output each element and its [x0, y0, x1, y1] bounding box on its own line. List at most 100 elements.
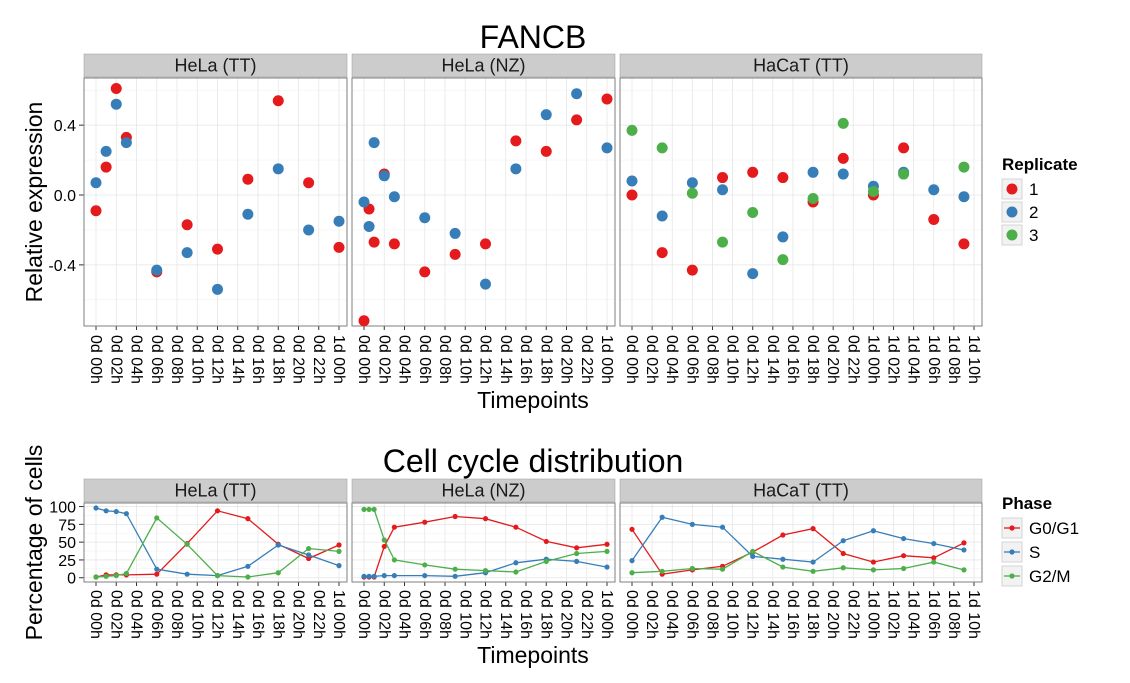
data-point [419, 266, 431, 278]
data-point [601, 142, 613, 154]
x-tick-label: 0d 16h [517, 590, 534, 639]
y-axis-label: Percentage of cells [21, 445, 47, 641]
data-point [245, 516, 251, 522]
data-point [626, 189, 638, 201]
x-tick-label: 0d 16h [517, 335, 534, 384]
data-point [540, 145, 552, 157]
x-tick-label: 0d 18h [537, 335, 554, 384]
x-tick-label: 0d 20h [290, 335, 307, 384]
data-point [422, 519, 428, 525]
data-point [747, 268, 759, 280]
panel-border [351, 502, 616, 583]
x-tick-label: 0d 22h [844, 590, 861, 639]
data-point [931, 559, 937, 565]
x-tick-label: 0d 20h [824, 335, 841, 384]
data-point [358, 315, 370, 327]
data-point [777, 231, 789, 243]
data-point [629, 526, 635, 532]
y-tick-label: 0 [67, 571, 76, 588]
y-tick-label: 0.0 [54, 188, 76, 205]
x-tick-label: 0d 06h [148, 335, 165, 384]
x-tick-label: 0d 06h [416, 590, 433, 639]
data-point [419, 212, 431, 224]
data-point [336, 563, 342, 569]
x-tick-label: 0d 18h [269, 335, 286, 384]
x-tick-label: 1d 04h [905, 590, 922, 639]
data-point [242, 208, 254, 220]
x-tick-label: 0d 14h [497, 590, 514, 639]
data-point [336, 548, 342, 554]
y-tick-label: 100 [49, 500, 76, 517]
legend-title: Phase [1002, 494, 1052, 513]
x-tick-label: 0d 00h [623, 590, 640, 639]
facet-strip [83, 53, 348, 78]
x-tick-label: 0d 00h [87, 335, 104, 384]
data-point [604, 548, 610, 554]
facet-label: HaCaT (TT) [753, 481, 849, 501]
x-tick-label: 0d 04h [396, 335, 413, 384]
x-tick-label: 0d 18h [537, 590, 554, 639]
x-tick-label: 0d 12h [209, 590, 226, 639]
y-tick-label: 75 [58, 517, 76, 534]
x-tick-label: 0d 10h [456, 590, 473, 639]
y-tick-label: 50 [58, 535, 76, 552]
facet-label: HeLa (TT) [174, 56, 256, 76]
facet-strip [619, 53, 983, 78]
data-point [543, 558, 549, 564]
data-point [378, 170, 390, 182]
x-tick-label: 1d 10h [965, 335, 982, 384]
legend-label: G2/M [1029, 567, 1071, 586]
data-point [810, 526, 816, 532]
data-point [90, 177, 102, 189]
y-tick-label: 0.4 [54, 118, 76, 135]
legend-label: 3 [1029, 226, 1038, 245]
x-tick-label: 1d 02h [885, 590, 902, 639]
facet-strip [351, 53, 616, 78]
data-point [123, 511, 129, 517]
data-point [867, 186, 879, 198]
x-tick-label: 0d 20h [824, 590, 841, 639]
data-point [898, 168, 910, 180]
x-tick-label: 0d 02h [375, 335, 392, 384]
data-point [837, 168, 849, 180]
x-tick-label: 0d 10h [724, 335, 741, 384]
x-tick-label: 1d 00h [864, 590, 881, 639]
facet-label: HeLa (NZ) [441, 56, 525, 76]
x-tick-label: 0d 12h [744, 335, 761, 384]
x-tick-label: 1d 04h [905, 335, 922, 384]
data-point [574, 558, 580, 564]
data-point [482, 568, 489, 574]
data-point [629, 558, 635, 564]
data-point [900, 553, 907, 559]
data-point [717, 184, 729, 196]
data-point [212, 283, 223, 295]
data-point [900, 535, 907, 542]
x-tick-label: 0d 04h [128, 335, 145, 384]
data-point [513, 524, 519, 530]
data-point [303, 177, 315, 189]
data-point [306, 555, 312, 562]
data-point [870, 567, 877, 573]
x-tick-label: 0d 06h [683, 335, 700, 384]
data-point [422, 572, 428, 579]
data-point [361, 573, 367, 579]
x-tick-label: 1d 00h [330, 590, 347, 639]
data-point [604, 541, 610, 547]
facet-label: HaCaT (TT) [753, 56, 849, 76]
data-point [381, 543, 387, 550]
x-tick-label: 0d 10h [188, 335, 205, 384]
data-point [336, 542, 342, 548]
x-tick-label: 0d 08h [436, 335, 453, 384]
data-point [242, 173, 254, 185]
data-point [717, 236, 729, 248]
x-tick-label: 0d 12h [477, 590, 494, 639]
x-tick-label: 0d 14h [229, 590, 246, 639]
facet-label: HeLa (NZ) [441, 481, 525, 501]
data-point [626, 124, 638, 136]
data-point [958, 191, 970, 203]
data-point [371, 573, 377, 579]
x-tick-label: 0d 10h [456, 335, 473, 384]
data-point [931, 540, 937, 547]
facet-strip [619, 478, 983, 503]
